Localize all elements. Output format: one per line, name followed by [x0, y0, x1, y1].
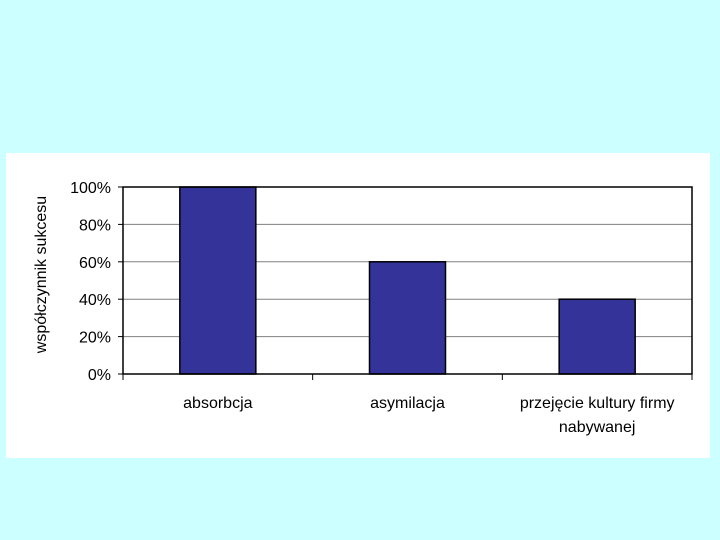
bars: [179, 186, 636, 375]
bar-3: [558, 298, 636, 375]
y-tick-label-60: 60%: [79, 255, 111, 272]
x-category-label-2: asymilacja: [370, 395, 445, 412]
y-tick-label-80: 80%: [79, 217, 111, 234]
y-tick-label-40: 40%: [79, 292, 111, 309]
chart-panel: 0% 20% 40% 60% 80% 100% absorbcja asymilacja pr…: [6, 153, 710, 458]
y-tick-label-100: 100%: [70, 180, 111, 197]
plot-area-border: [122, 186, 693, 375]
bar-1: [179, 186, 257, 375]
x-category-label-3-line-1: przejęcie kultury firmy: [520, 395, 675, 412]
y-tick-label-20: 20%: [79, 330, 111, 347]
bar-chart: 0% 20% 40% 60% 80% 100% absorbcja asymilacja pr…: [33, 180, 693, 436]
y-tick-label-0: 0%: [88, 367, 111, 384]
bar-2: [368, 261, 447, 375]
y-axis-ticks: 0% 20% 40% 60% 80% 100%: [70, 180, 123, 384]
x-category-label-3-line-2: nabywanej: [559, 419, 636, 436]
x-axis-ticks: absorbcja asymilacja przejęcie kultury fir…: [122, 374, 693, 436]
y-axis-title: współczynnik sukcesu: [33, 196, 50, 354]
x-category-label-1: absorbcja: [183, 395, 252, 412]
